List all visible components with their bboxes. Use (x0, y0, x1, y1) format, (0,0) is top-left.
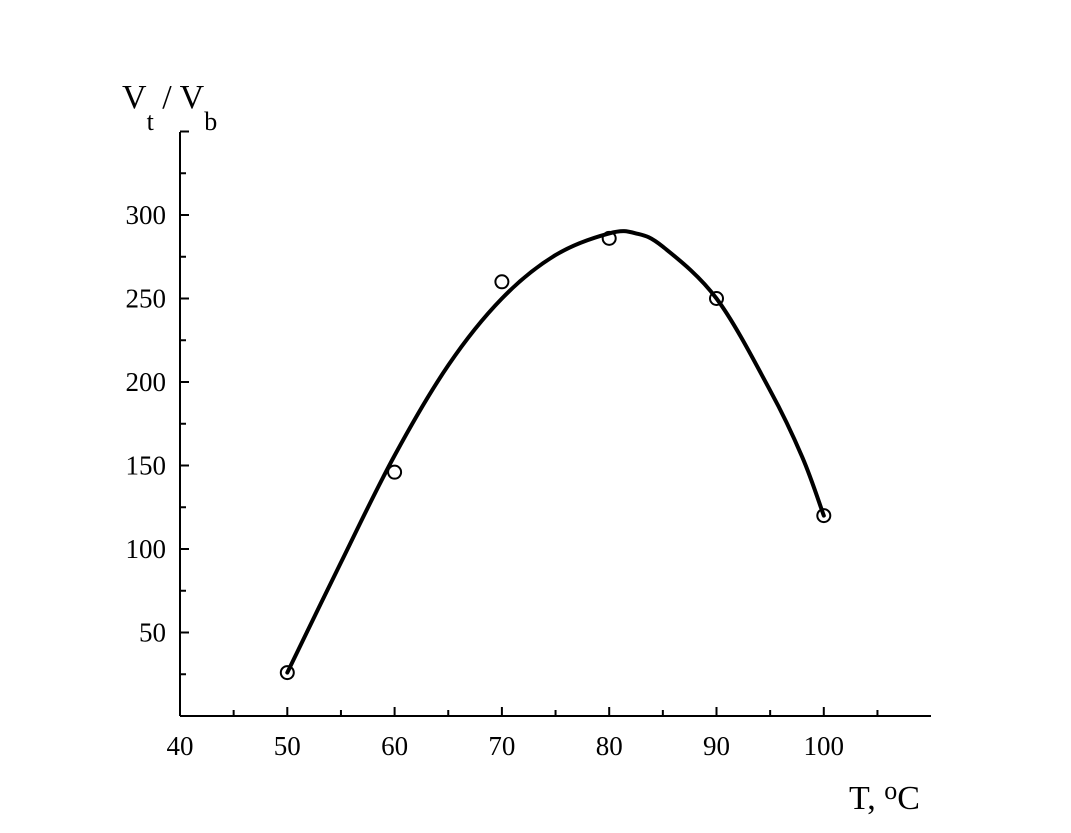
x-axis: 40 50 60 70 80 90 100 (167, 707, 931, 761)
data-point (494, 274, 510, 290)
y-tick-label: 150 (126, 451, 167, 481)
y-tick-label: 50 (139, 618, 166, 648)
x-tick-label: 50 (274, 731, 301, 761)
y-tick-label: 300 (126, 200, 167, 230)
x-axis-title-prefix: T, (849, 780, 884, 817)
y-axis-title-main: V (122, 79, 147, 116)
data-point (279, 665, 295, 681)
x-axis-title-suffix: C (897, 780, 920, 817)
y-axis-title-sub-t: t (147, 107, 155, 136)
x-tick-label: 60 (381, 731, 408, 761)
data-point (816, 508, 832, 524)
y-tick-label: 200 (126, 367, 167, 397)
data-point (601, 230, 617, 246)
x-tick-label: 100 (804, 731, 845, 761)
y-axis-title-sep: / V (154, 79, 205, 116)
y-tick-label: 250 (126, 284, 167, 314)
fit-curve (285, 229, 826, 675)
y-axis-title: Vt / Vb (122, 79, 217, 136)
y-axis: 50 100 150 200 250 300 (126, 130, 189, 716)
x-axis-title: T, oC (849, 776, 920, 817)
data-point (709, 291, 724, 306)
y-axis-title-sub-b: b (204, 107, 217, 136)
y-tick-label: 100 (126, 534, 167, 564)
data-point (387, 464, 403, 480)
x-tick-label: 70 (488, 731, 515, 761)
x-tick-label: 40 (167, 731, 194, 761)
x-tick-label: 90 (703, 731, 730, 761)
x-tick-label: 80 (596, 731, 623, 761)
x-axis-title-degree: o (884, 776, 897, 805)
